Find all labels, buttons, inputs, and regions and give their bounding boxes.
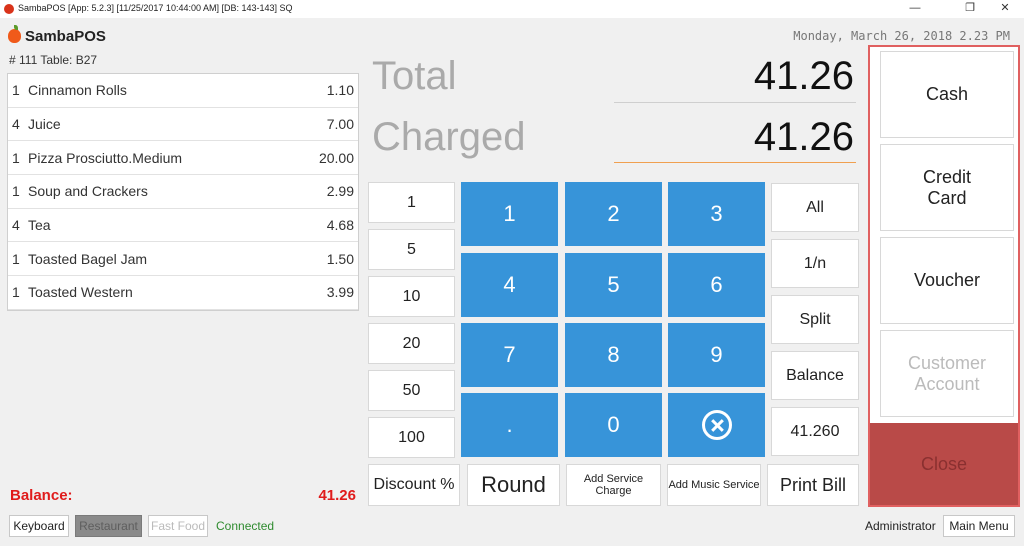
order-list: 1 Cinnamon Rolls 1.10 4 Juice 7.00 1 Piz… <box>7 73 359 311</box>
keypad-7-button[interactable]: 7 <box>461 323 558 387</box>
cash-button[interactable]: Cash <box>880 51 1014 138</box>
order-qty: 4 <box>12 116 20 133</box>
title-bar: SambaPOS [App: 5.2.3] [11/25/2017 10:44:… <box>0 0 1024 18</box>
split-button[interactable]: Split <box>771 295 859 344</box>
order-price: 4.68 <box>326 217 354 234</box>
balance-button[interactable]: Balance <box>771 351 859 400</box>
order-row[interactable]: 1 Soup and Crackers 2.99 <box>8 175 358 209</box>
date-time: Monday, March 26, 2018 2.23 PM <box>793 29 1010 43</box>
order-price: 3.99 <box>326 284 354 301</box>
tender-1-button[interactable]: 1 <box>368 182 455 223</box>
order-item: Pizza Prosciutto.Medium <box>28 149 183 166</box>
app-icon <box>4 4 14 14</box>
order-qty: 1 <box>12 82 20 99</box>
keypad-9-button[interactable]: 9 <box>668 323 765 387</box>
order-row[interactable]: 1 Pizza Prosciutto.Medium 20.00 <box>8 141 358 176</box>
balance-value: 41.26 <box>318 487 356 504</box>
charged-label: Charged <box>372 115 526 159</box>
keypad-clear-button[interactable] <box>668 393 765 457</box>
keypad-2-button[interactable]: 2 <box>565 182 662 246</box>
apple-logo-icon <box>8 25 21 43</box>
order-price: 1.50 <box>326 250 354 267</box>
amount-button[interactable]: 41.260 <box>771 407 859 456</box>
add-music-service-button[interactable]: Add Music Service <box>667 464 761 506</box>
keypad-3-button[interactable]: 3 <box>668 182 765 246</box>
all-button[interactable]: All <box>771 183 859 232</box>
payment-panel: Cash Credit Card Voucher Customer Accoun… <box>868 45 1020 507</box>
keypad-dot-button[interactable]: . <box>461 393 558 457</box>
print-bill-button[interactable]: Print Bill <box>767 464 859 506</box>
ticket-info: # 111 Table: B27 <box>9 53 98 67</box>
tender-20-button[interactable]: 20 <box>368 323 455 364</box>
round-button[interactable]: Round <box>467 464 560 506</box>
main-menu-button[interactable]: Main Menu <box>943 515 1015 537</box>
discount-button[interactable]: Discount % <box>368 464 460 506</box>
user-label: Administrator <box>865 519 936 533</box>
order-qty: 4 <box>12 217 20 234</box>
order-price: 1.10 <box>326 82 354 99</box>
keypad-1-button[interactable]: 1 <box>461 182 558 246</box>
order-price: 2.99 <box>326 183 354 200</box>
fast-food-button[interactable]: Fast Food <box>148 515 208 537</box>
balance-label: Balance: <box>10 487 73 504</box>
keyboard-button[interactable]: Keyboard <box>9 515 69 537</box>
credit-card-button[interactable]: Credit Card <box>880 144 1014 231</box>
order-row[interactable]: 1 Toasted Bagel Jam 1.50 <box>8 242 358 277</box>
order-row[interactable]: 4 Tea 4.68 <box>8 209 358 243</box>
order-item: Toasted Western <box>28 284 133 301</box>
close-window-button[interactable]: ✕ <box>1000 2 1010 14</box>
charged-divider <box>614 162 856 163</box>
restaurant-button[interactable]: Restaurant <box>75 515 142 537</box>
total-value: 41.26 <box>753 54 854 98</box>
add-service-charge-button[interactable]: Add Service Charge <box>566 464 661 506</box>
total-divider <box>614 102 856 103</box>
order-price: 20.00 <box>318 149 354 166</box>
order-row[interactable]: 1 Cinnamon Rolls 1.10 <box>8 74 358 108</box>
order-item: Soup and Crackers <box>28 183 148 200</box>
order-item: Toasted Bagel Jam <box>28 250 148 267</box>
keypad-5-button[interactable]: 5 <box>565 253 662 317</box>
close-button[interactable]: Close <box>870 423 1018 505</box>
customer-account-button[interactable]: Customer Account <box>880 330 1014 417</box>
order-item: Cinnamon Rolls <box>28 82 127 99</box>
clear-circle-x-icon <box>701 410 732 440</box>
keypad-6-button[interactable]: 6 <box>668 253 765 317</box>
sambapos-logo: SambaPOS <box>8 25 106 46</box>
order-row[interactable]: 4 Juice 7.00 <box>8 108 358 142</box>
order-item: Tea <box>28 217 51 234</box>
tender-50-button[interactable]: 50 <box>368 370 455 411</box>
keypad-0-button[interactable]: 0 <box>565 393 662 457</box>
window-title: SambaPOS [App: 5.2.3] [11/25/2017 10:44:… <box>18 3 293 13</box>
split-1-n-button[interactable]: 1/n <box>771 239 859 288</box>
keypad-4-button[interactable]: 4 <box>461 253 558 317</box>
connection-status: Connected <box>216 519 275 533</box>
keypad-8-button[interactable]: 8 <box>565 323 662 387</box>
tender-10-button[interactable]: 10 <box>368 276 455 317</box>
order-item: Juice <box>28 116 61 133</box>
charged-value: 41.26 <box>753 115 854 159</box>
tender-5-button[interactable]: 5 <box>368 229 455 270</box>
order-qty: 1 <box>12 183 20 200</box>
restore-button[interactable]: ❐ <box>965 2 975 14</box>
order-price: 7.00 <box>326 116 354 133</box>
tender-100-button[interactable]: 100 <box>368 417 455 458</box>
order-qty: 1 <box>12 284 20 301</box>
order-qty: 1 <box>12 149 20 166</box>
voucher-button[interactable]: Voucher <box>880 237 1014 324</box>
total-label: Total <box>372 54 457 98</box>
order-qty: 1 <box>12 250 20 267</box>
logo-text: SambaPOS <box>25 27 106 45</box>
order-row[interactable]: 1 Toasted Western 3.99 <box>8 276 358 310</box>
minimize-button[interactable]: — <box>909 2 921 14</box>
